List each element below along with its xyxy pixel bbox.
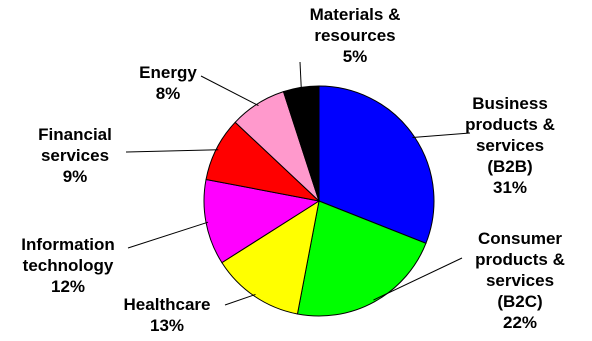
slice-label-line: Healthcare (124, 295, 211, 314)
slice-percent: 12% (51, 277, 85, 296)
slice-label-line: Financial (38, 125, 112, 144)
leader-line-6 (200, 75, 259, 107)
slice-label-line: (B2C) (497, 292, 542, 311)
slice-label-5: Financial services 9% (38, 125, 112, 186)
slice-label-line: resources (314, 26, 395, 45)
slice-label-4: Information technology 12% (21, 235, 115, 296)
slice-percent: 13% (150, 316, 184, 335)
leader-line-7 (299, 61, 302, 90)
pie-slices (203, 85, 435, 317)
slice-label-7: Materials & resources 5% (310, 5, 401, 66)
pie-slice-1 (318, 85, 435, 244)
slice-label-line: Energy (139, 63, 197, 82)
slice-label-line: services (41, 146, 109, 165)
slice-labels: Business products & services (B2B) 31% Consum… (21, 5, 565, 335)
slice-label-line: services (476, 136, 544, 155)
pie-slice-2 (296, 200, 427, 317)
leader-line-1 (412, 132, 471, 138)
leader-line-4 (127, 221, 209, 249)
slice-label-line: services (486, 271, 554, 290)
slice-label-line: Materials & (310, 5, 401, 24)
leader-line-2 (373, 257, 463, 301)
slice-label-line: Consumer (478, 229, 562, 248)
slice-label-line: (B2B) (487, 157, 532, 176)
pie-slice-3 (221, 199, 320, 315)
slice-percent: 8% (156, 84, 181, 103)
slice-label-line: products & (475, 250, 565, 269)
leader-line-3 (224, 293, 256, 306)
slice-label-line: products & (465, 115, 555, 134)
slice-percent: 5% (343, 47, 368, 66)
slice-label-6: Energy 8% (139, 63, 197, 103)
leader-line-5 (125, 149, 219, 153)
slice-label-1: Business products & services (B2B) 31% (465, 94, 555, 197)
slice-label-line: Business (472, 94, 548, 113)
slice-label-3: Healthcare 13% (124, 295, 211, 335)
leader-lines (125, 61, 471, 306)
slice-percent: 22% (503, 313, 537, 332)
slice-percent: 31% (493, 178, 527, 197)
slice-label-line: Information (21, 235, 115, 254)
slice-label-line: technology (23, 256, 114, 275)
slice-label-2: Consumer products & services (B2C) 22% (475, 229, 565, 332)
slice-percent: 9% (63, 167, 88, 186)
